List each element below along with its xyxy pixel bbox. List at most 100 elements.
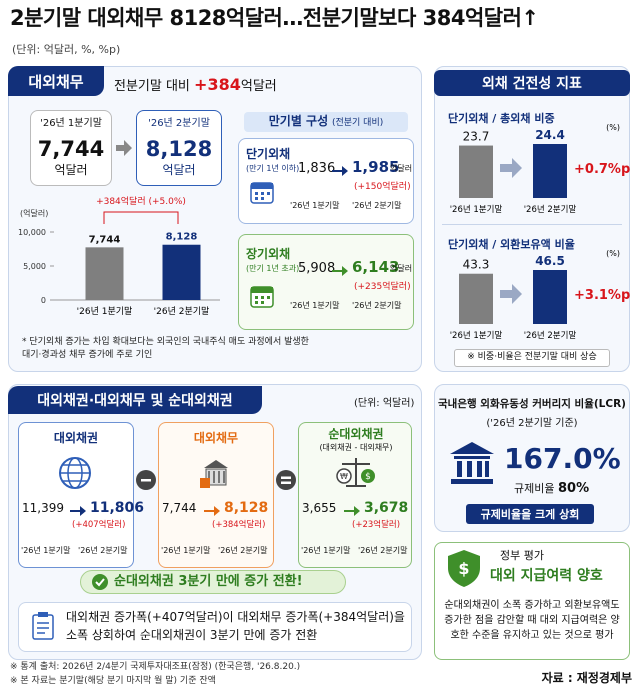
divider: [442, 224, 622, 225]
minus-sign: [136, 470, 156, 490]
highlight-box: [80, 570, 346, 594]
calendar-icon: [250, 286, 274, 308]
net-name: 대외채무: [193, 431, 239, 445]
arrow: [204, 506, 220, 516]
arrow: [70, 506, 86, 516]
compare-unit: 억달러: [240, 79, 277, 94]
maturity-curr: 1,985: [352, 158, 400, 176]
maturity-prev: 5,908: [298, 261, 336, 276]
net-prev-label: '26년 1분기말: [301, 546, 351, 555]
maturity-prev: 1,836: [298, 161, 336, 176]
prev-value: 7,744: [37, 137, 105, 161]
doc-icon: [32, 612, 54, 640]
x-tick-label: '26년 1분기말: [450, 330, 503, 341]
x-tick-label: '26년 2분기말: [154, 305, 210, 317]
prev-period: '26년 1분기말: [40, 118, 102, 129]
net-change: (+407억달러): [72, 520, 126, 530]
calendar-icon: [250, 182, 274, 204]
net-name: 대외채권: [53, 431, 99, 445]
arrow: [332, 166, 348, 176]
maturity-title-main: 만기별 구성: [268, 114, 329, 128]
chart-unit: (억달러): [20, 208, 48, 218]
debt-chart: (억달러) +384억달러 (+5.0%) 0 5,000 10,000 7,744 '…: [18, 195, 220, 317]
value-label: 43.3: [463, 258, 490, 272]
maturity-desc: (만기 1년 초과): [246, 264, 300, 273]
footer-note: ※ 본 자료는 분기말(해당 분기 마지막 월 말) 기준 잔액: [10, 676, 216, 686]
change: +3.1%p: [574, 288, 630, 303]
y-tick-label: 0: [41, 296, 46, 305]
bar: [533, 270, 567, 324]
arrow: [116, 140, 132, 156]
arrow: [500, 158, 522, 178]
maturity-prev-label: '26년 1분기말: [290, 301, 340, 310]
globe-icon: [59, 457, 91, 489]
maturity-name: 단기외채: [246, 147, 291, 161]
curr-period: '26년 2분기말: [148, 118, 210, 129]
net-unit: (단위: 억달러): [354, 398, 415, 409]
maturity-desc: (만기 1년 이하): [246, 164, 300, 173]
svg-text:$: $: [365, 472, 371, 482]
reg-label: 규제비율: [514, 482, 555, 495]
debt-tag: 대외채무: [8, 66, 104, 96]
scale-icon: ₩ $: [336, 458, 375, 487]
eval-pre: 정부 평가: [500, 549, 544, 562]
debt-compare: 전분기말 대비 +384억달러: [114, 75, 277, 95]
title: 2분기말 대외채무 8128억달러…전분기말보다 384억달러↑: [10, 6, 539, 30]
net-curr: 11,806: [90, 500, 145, 516]
debt-note: * 단기외채 증가는 차입 확대보다는 외국인의 국내주식 매도 과정에서 발생…: [22, 337, 309, 361]
net-prev: 7,744: [162, 501, 197, 515]
bar: [533, 144, 567, 198]
arrow: [500, 284, 522, 304]
equals-sign: [276, 470, 296, 490]
svg-text:$: $: [458, 559, 469, 578]
x-tick-label: '26년 2분기말: [524, 204, 577, 215]
soundness-title: 외채 건전성 지표: [434, 70, 630, 96]
maturity-curr: 6,143: [352, 258, 400, 276]
check-icon: [92, 574, 108, 590]
bar: [85, 247, 124, 300]
curr-unit: 억달러: [162, 163, 196, 177]
maturity-prev-label: '26년 1분기말: [290, 201, 340, 210]
net-change: (+23억달러): [352, 520, 401, 530]
net-name: 순대외채권: [328, 427, 384, 441]
arrow: [332, 266, 348, 276]
arrow-head: [204, 506, 220, 516]
maturity-title: 만기별 구성 (전분기 대비): [244, 114, 408, 129]
summary: 대외채권 증가폭(+407억달러)이 대외채무 증가폭(+384억달러)을 소폭…: [66, 610, 405, 642]
arrow-head: [332, 266, 348, 276]
net-curr-label: '26년 2분기말: [358, 546, 408, 555]
change: +0.7%p: [574, 162, 630, 177]
net-prev-label: '26년 1분기말: [161, 546, 211, 555]
maturity-name: 장기외채: [246, 247, 291, 261]
bank-icon: [450, 442, 494, 484]
bar: [459, 273, 493, 324]
maturity-curr-label: '26년 2분기말: [352, 301, 402, 310]
prev-unit: 억달러: [54, 163, 88, 177]
soundness-note-box: [454, 349, 610, 367]
arrow-head: [344, 506, 360, 516]
curr-box: [136, 110, 222, 186]
net-curr-label: '26년 2분기말: [78, 546, 128, 555]
compare-value: +384: [194, 75, 241, 94]
value-label: 7,744: [89, 234, 121, 245]
lcr-title: 국내은행 외화유동성 커버리지 비율(LCR): [438, 398, 626, 410]
chart-change: +384억달러 (+5.0%): [96, 195, 186, 207]
building-icon: [200, 460, 228, 488]
maturity-change: (+150억달러): [354, 182, 411, 192]
net-prev: 3,655: [302, 501, 337, 515]
long-box: [238, 234, 414, 330]
bar: [162, 244, 201, 300]
net-box: [18, 422, 134, 568]
net-curr: 3,678: [364, 500, 409, 516]
maturity-unit: 억달러: [390, 264, 413, 273]
curr-value: 8,128: [145, 137, 213, 161]
reg-value: 80%: [557, 481, 590, 496]
shield-icon: $: [448, 550, 480, 587]
footer-note: ※ 통계 출처: 2026년 2/4분기 국제투자대조표(잠정) (한국은행, …: [10, 662, 301, 672]
lcr-reg: 규제비율 80%: [514, 481, 590, 497]
arrow-head: [332, 166, 348, 176]
value-label: 23.7: [463, 130, 490, 144]
change-bracket: [103, 211, 179, 224]
net-change: (+384억달러): [212, 520, 266, 530]
summary-box: [18, 602, 412, 652]
